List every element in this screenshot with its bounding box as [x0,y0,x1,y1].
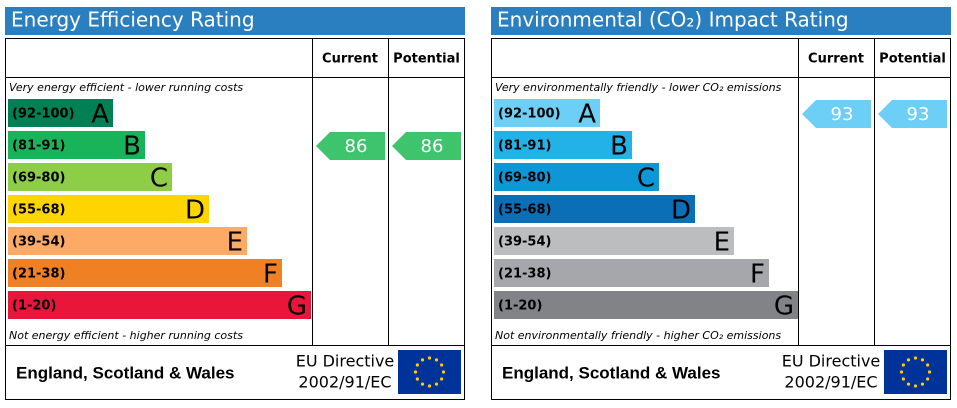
eu-star [434,382,439,386]
band-letter: G [287,292,307,322]
band-letter: G [774,292,794,322]
rating-band [494,227,734,255]
band-range: (69-80) [12,171,65,186]
rating-arrow [802,100,871,128]
rating-band [494,131,632,159]
rating-band [494,291,798,319]
band-letter: D [671,196,691,226]
bottom-note: Not energy efficient - higher running co… [9,329,243,342]
rating-band [8,195,209,223]
rating-arrow [392,132,461,160]
band-range: (69-80) [498,171,551,186]
eu-star [415,363,419,367]
footer-region: England, Scotland & Wales [502,363,721,382]
top-note: Very environmentally friendly - lower CO… [495,81,782,94]
column-header: Potential [879,52,946,67]
eu-star [920,382,925,386]
column-header: Potential [393,52,460,67]
rating-band [494,259,769,287]
rating-band [8,291,311,319]
band-range: (39-54) [12,235,65,250]
eu-star [920,358,925,362]
band-letter: C [150,164,168,194]
band-letter: C [637,164,655,194]
band-range: (92-100) [498,107,561,122]
band-letter: E [227,228,243,258]
panel-title: Energy Efficiency Rating [11,8,255,32]
band-range: (1-20) [498,299,542,314]
footer-directive: 2002/91/EC [298,373,391,392]
panel-frame [491,38,951,400]
band-letter: F [750,260,765,290]
eu-star [913,384,918,388]
panel-title: Environmental (CO₂) Impact Rating [497,8,849,32]
column-header: Current [322,52,378,67]
band-letter: D [185,196,205,226]
eu-star [899,370,904,374]
band-letter: A [91,100,109,130]
rating-band [494,163,659,191]
band-range: (81-91) [498,139,551,154]
band-range: (39-54) [498,235,551,250]
eu-star [420,358,425,362]
rating-band [494,195,695,223]
rating-band [8,99,113,127]
title-bar [491,7,951,35]
band-range: (55-68) [498,203,551,218]
rating-value: 86 [345,136,368,157]
top-note: Very energy efficient - lower running co… [9,81,243,94]
band-letter: E [714,228,730,258]
rating-band [8,131,145,159]
rating-value: 93 [907,104,930,125]
band-letter: A [578,100,596,130]
eu-star [427,384,432,388]
band-range: (55-68) [12,203,65,218]
rating-band [8,163,172,191]
bottom-note: Not environmentally friendly - higher CO… [495,329,781,342]
band-range: (92-100) [12,107,75,122]
band-letter: B [610,132,628,162]
panel-frame [5,38,465,400]
eu-star [440,363,444,367]
eu-star [420,382,425,386]
footer-directive: EU Directive [296,352,395,371]
footer-region: England, Scotland & Wales [16,363,235,382]
rating-arrow [878,100,947,128]
band-letter: B [123,132,141,162]
band-letter: F [263,260,278,290]
eu-star [927,370,932,374]
rating-band [8,227,247,255]
eu-star [926,377,930,381]
eu-star [926,363,930,367]
title-bar [5,7,465,35]
column-header: Current [808,52,864,67]
rating-value: 86 [421,136,444,157]
band-range: (1-20) [12,299,56,314]
eu-star [441,370,446,374]
band-range: (21-38) [12,267,65,282]
eu-star [901,377,905,381]
eu-star [906,358,911,362]
rating-band [494,99,600,127]
footer-directive: EU Directive [782,352,881,371]
band-range: (81-91) [12,139,65,154]
eu-star [906,382,911,386]
band-range: (21-38) [498,267,551,282]
footer-directive: 2002/91/EC [784,373,877,392]
eu-star [415,377,419,381]
eu-star [901,363,905,367]
eu-star [913,356,918,360]
rating-band [8,259,282,287]
eu-star [440,377,444,381]
rating-arrow [316,132,385,160]
eu-star [427,356,432,360]
eu-star [434,358,439,362]
rating-value: 93 [831,104,854,125]
eu-star [413,370,418,374]
